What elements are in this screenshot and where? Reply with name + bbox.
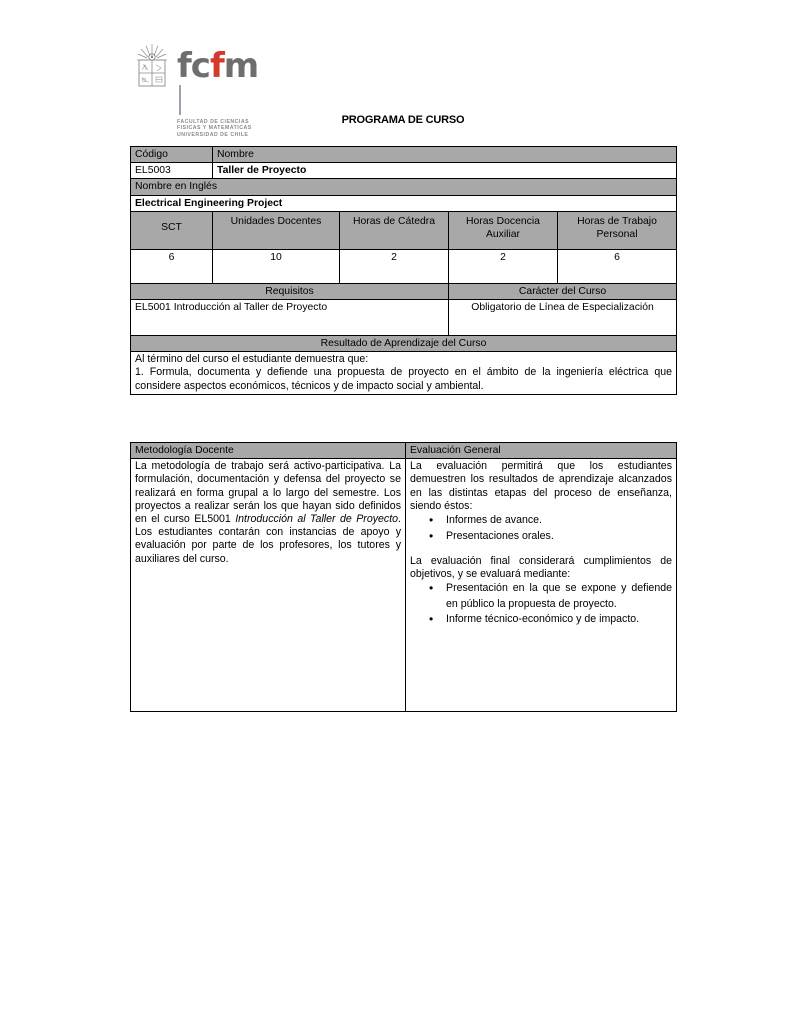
metodologia-course-title-italic: Introducción al Taller de Proyecto [235, 513, 399, 526]
resultado-item-1: 1. Formula, documenta y defiende una pro… [135, 366, 673, 392]
label-unidades-docentes: Unidades Docentes [212, 210, 340, 250]
list-item: Presentaciones orales. [429, 529, 672, 545]
table-row-method-eval-body: La metodología de trabajo será activo-pa… [130, 458, 677, 713]
evaluacion-final-intro: La evaluación final considerará cumplimi… [410, 555, 672, 581]
logo-divider-bar [179, 85, 181, 115]
list-item: Presentación en la que se expone y defie… [429, 581, 672, 612]
value-nombre-ingles: Electrical Engineering Project [129, 194, 678, 212]
value-horas-trabajo-personal: 6 [556, 248, 678, 284]
metodologia-text-part2: . Los estudiantes contarán con instancia… [135, 513, 401, 565]
table-row-codigo-nombre-values: EL5003 Taller de Proyecto [130, 162, 678, 180]
university-crest-icon [137, 44, 167, 87]
list-item: Informe técnico-económico y de impacto. [429, 612, 672, 628]
table-row-method-eval-headers: Metodología Docente Evaluación General [130, 441, 677, 460]
logo-letter-c: c [190, 46, 211, 86]
logo-letter-f2-accent: f [209, 46, 225, 86]
metodologia-docente-content: La metodología de trabajo será activo-pa… [130, 458, 406, 713]
label-horas-docencia-auxiliar: Horas Docencia Auxiliar [448, 210, 558, 250]
value-horas-docencia-auxiliar: 2 [448, 248, 558, 284]
course-header-table: Código Nombre EL5003 Taller de Proyecto … [129, 145, 678, 395]
value-horas-catedra: 2 [339, 248, 449, 284]
label-codigo: Código [130, 145, 213, 164]
label-caracter-curso: Carácter del Curso [447, 282, 678, 301]
evaluacion-final-bullet-list: Presentación en la que se expone y defie… [412, 581, 672, 628]
label-horas-trabajo-personal: Horas de Trabajo Personal [556, 210, 678, 250]
logo-subtitle-line-1: FACULTAD DE CIENCIAS [177, 119, 250, 125]
logo-subtitle-line-2: FISICAS Y MATEMATICAS [177, 125, 252, 132]
page-title: PROGRAMA DE CURSO [341, 114, 465, 126]
table-row-resultado-body: Al término del curso el estudiante demue… [129, 351, 678, 395]
table-row-hours-values: 6 10 2 2 6 [130, 248, 678, 284]
label-horas-catedra: Horas de Cátedra [339, 210, 449, 250]
metodologia-text-part1: La metodología de trabajo será activo-pa… [135, 460, 401, 526]
resultado-aprendizaje-content: Al término del curso el estudiante demue… [129, 351, 678, 395]
label-nombre-ingles: Nombre en Inglés [129, 178, 678, 196]
value-caracter-curso: Obligatorio de Línea de Especialización [447, 299, 678, 337]
logo-subtitle-line-3: UNIVERSIDAD DE CHILE [177, 131, 249, 138]
evaluacion-general-content: La evaluación permitirá que los estudian… [405, 458, 677, 713]
table-row-nombre-ingles-header: Nombre en Inglés [129, 178, 678, 196]
spacer [410, 544, 672, 555]
value-codigo: EL5003 [130, 162, 213, 180]
value-nombre: Taller de Proyecto [211, 162, 678, 180]
label-evaluacion-general: Evaluación General [405, 441, 677, 460]
label-resultado-aprendizaje: Resultado de Aprendizaje del Curso [129, 335, 678, 353]
methodology-evaluation-table: Metodología Docente Evaluación General L… [130, 441, 677, 713]
label-nombre: Nombre [211, 145, 678, 164]
table-row-nombre-ingles-value: Electrical Engineering Project [129, 194, 678, 212]
table-row-requisitos-values: EL5001 Introducción al Taller de Proyect… [130, 299, 678, 337]
evaluacion-bullet-list: Informes de avance. Presentaciones orale… [412, 513, 672, 544]
table-row-codigo-nombre-header: Código Nombre [130, 145, 678, 164]
label-requisitos: Requisitos [130, 282, 449, 301]
logo-subtitle: FACULTAD DE CIENCIAS FISICAS Y MATEMATIC… [177, 119, 258, 138]
evaluacion-intro: La evaluación permitirá que los estudian… [410, 460, 672, 512]
resultado-intro: Al término del curso el estudiante demue… [135, 353, 369, 366]
institution-logo: fcfm FACULTAD DE CIENCIAS FISICAS Y MATE… [133, 43, 259, 138]
value-requisitos: EL5001 Introducción al Taller de Proyect… [130, 299, 449, 337]
value-unidades-docentes: 10 [212, 248, 340, 284]
label-sct: SCT [130, 210, 213, 250]
logo-wordmark: fcfm [177, 43, 259, 117]
table-row-requisitos-header: Requisitos Carácter del Curso [130, 282, 678, 301]
table-row-resultado-header: Resultado de Aprendizaje del Curso [129, 335, 678, 353]
logo-letter-f1: f [177, 46, 192, 86]
table-row-hours-headers: SCT Unidades Docentes Horas de Cátedra H… [130, 210, 678, 250]
value-sct: 6 [130, 248, 213, 284]
list-item: Informes de avance. [429, 513, 672, 529]
label-metodologia-docente: Metodología Docente [130, 441, 406, 460]
logo-letter-m: m [223, 46, 259, 86]
